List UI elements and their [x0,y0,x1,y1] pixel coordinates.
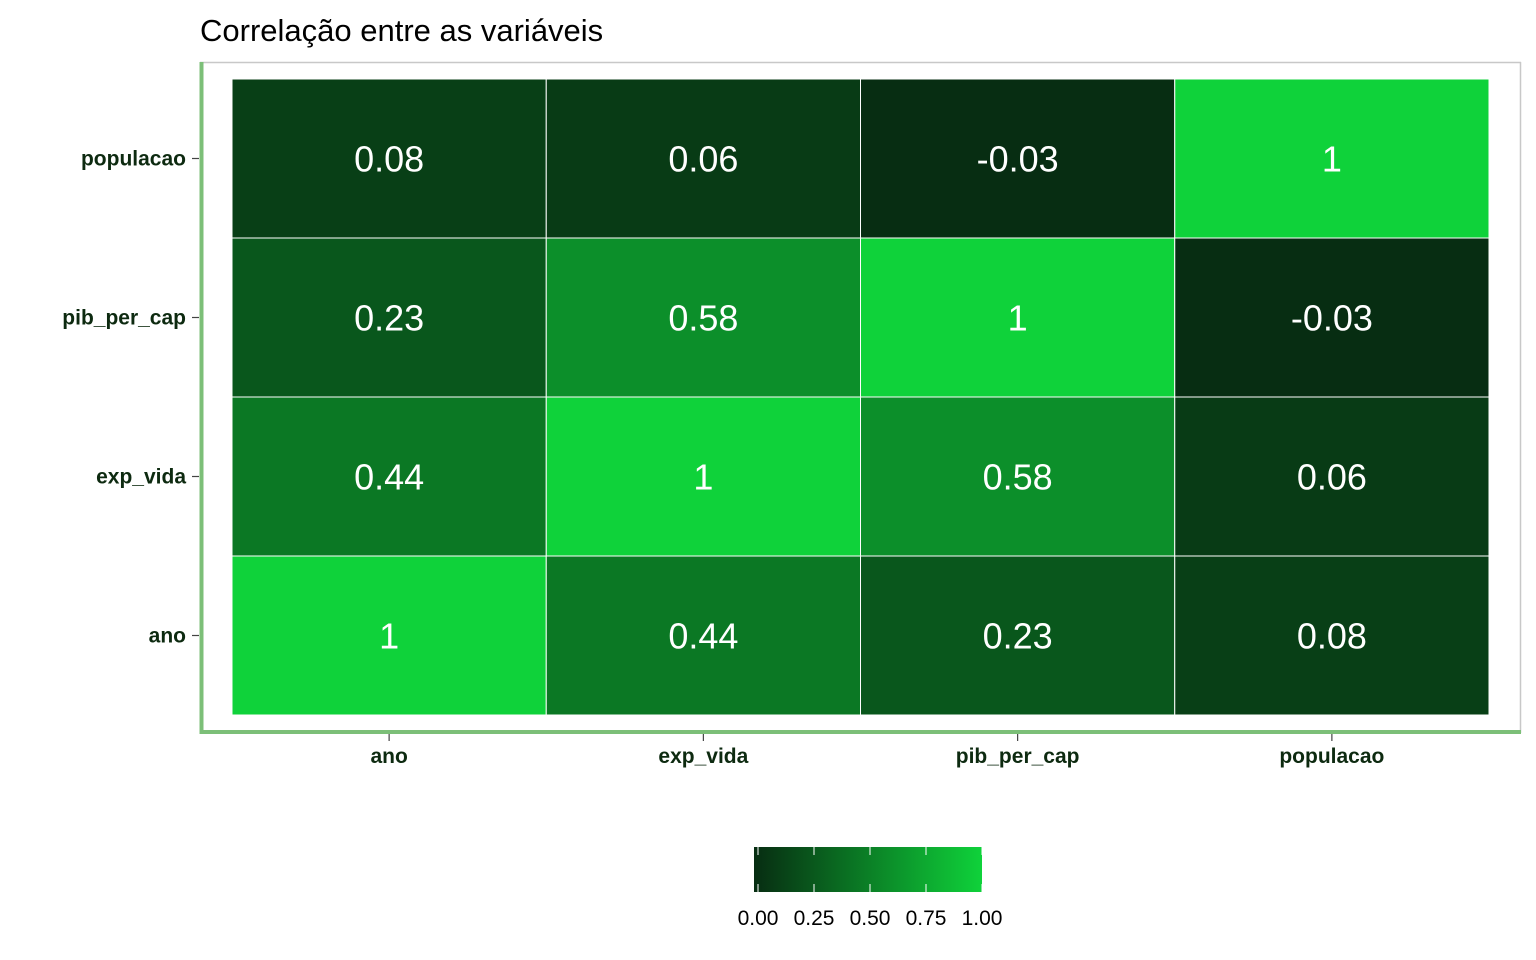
cell-value-label: 1 [1008,298,1028,339]
heatmap-cell-ano-populacao [1174,555,1490,716]
legend-tick-label: 0.50 [850,907,891,930]
legend-ticks: 0.00 0.25 0.50 0.75 1.00 [738,847,1003,930]
legend-tick-label: 0.00 [738,907,779,930]
legend-tick-label: 0.75 [906,907,947,930]
y-tick-label-ano: ano [149,625,186,648]
x-tick-label-ano: ano [370,745,407,768]
heatmap-cell-exp_vida-exp_vida [545,396,861,557]
cell-value-label: 0.58 [983,457,1053,498]
heatmap-cell-populacao-populacao [1174,78,1490,239]
y-tick-label-exp_vida: exp_vida [96,466,186,489]
cell-value-label: 0.58 [668,298,738,339]
legend-tick-label: 1.00 [962,907,1003,930]
cell-value-label: 1 [1322,139,1342,180]
cell-value-label: 0.23 [983,616,1053,657]
heatmap-cell-ano-ano [231,555,547,716]
cell-value-label: 0.08 [354,139,424,180]
cell-value-label: -0.03 [977,139,1059,180]
cell-value-label: 0.08 [1297,616,1367,657]
cell-value-label: 0.23 [354,298,424,339]
heatmap-cell-populacao-exp_vida [545,78,861,239]
cell-value-label: 0.44 [354,457,424,498]
y-tick-label-pib_per_cap: pib_per_cap [62,307,186,330]
x-tick-label-populacao: populacao [1279,745,1384,768]
heatmap-cell-pib_per_cap-pib_per_cap [860,237,1176,398]
color-legend: 0.00 0.25 0.50 0.75 1.00 [738,847,1003,930]
cell-value-label: 1 [379,616,399,657]
heatmap-cells [231,78,1490,716]
x-tick-label-pib_per_cap: pib_per_cap [956,745,1080,768]
heatmap-cell-exp_vida-ano [231,396,547,557]
heatmap-cell-ano-pib_per_cap [860,555,1176,716]
heatmap-cell-populacao-ano [231,78,547,239]
legend-tick-label: 0.25 [794,907,835,930]
heatmap-cell-labels: 1 0.44 0.23 0.08 0.44 1 0.58 0.06 0.23 0.58 1 -0.03… [354,139,1373,657]
heatmap-cell-ano-exp_vida [545,555,861,716]
heatmap-cell-pib_per_cap-populacao [1174,237,1490,398]
cell-value-label: 1 [693,457,713,498]
plot-panel [199,61,1522,734]
legend-colorbar [754,847,982,892]
x-axis: ano exp_vida pib_per_cap populacao [370,734,1384,768]
heatmap-cell-pib_per_cap-ano [231,237,547,398]
y-tick-label-populacao: populacao [81,148,186,171]
cell-value-label: -0.03 [1291,298,1373,339]
heatmap-cell-exp_vida-populacao [1174,396,1490,557]
heatmap-cell-exp_vida-pib_per_cap [860,396,1176,557]
cell-value-label: 0.06 [1297,457,1367,498]
cell-value-label: 0.44 [668,616,738,657]
chart-title: Correlação entre as variáveis [200,13,603,48]
cell-value-label: 0.06 [668,139,738,180]
y-axis: ano exp_vida pib_per_cap populacao [62,148,199,648]
x-tick-label-exp_vida: exp_vida [658,745,748,768]
